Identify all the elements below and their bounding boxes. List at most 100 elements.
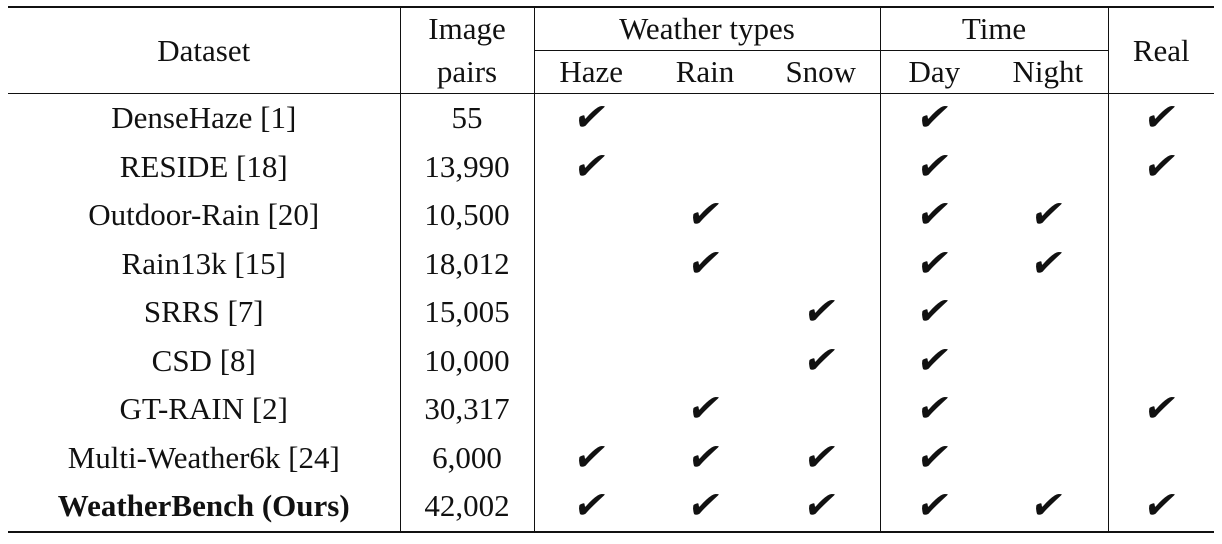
snow-cell [762, 142, 881, 191]
day-cell: ✔ [880, 94, 988, 143]
night-cell [988, 385, 1109, 434]
dataset-name-cell: GT-RAIN [2] [8, 385, 401, 434]
image-pairs-cell: 13,990 [400, 142, 535, 191]
dataset-name-cell: WeatherBench (Ours) [8, 482, 401, 532]
dataset-name-cell: CSD [8] [8, 336, 401, 385]
night-cell [988, 93, 1109, 143]
night-cell: ✔ [988, 239, 1109, 288]
table-row: GT-RAIN [2] 30,317 ✔ ✔ ✔ [8, 385, 1214, 434]
rain-cell: ✔ [648, 385, 762, 434]
table-body: DenseHaze [1] 55 ✔ ✔ ✔ RESIDE [18] 13,990 ✔ ✔ ✔ Ou… [8, 93, 1215, 532]
checkmark-icon: ✔ [1140, 483, 1182, 528]
header-haze: Haze [559, 54, 624, 89]
checkmark-icon: ✔ [570, 95, 612, 140]
checkmark-icon: ✔ [1140, 143, 1182, 188]
checkmark-icon: ✔ [570, 483, 612, 528]
checkmark-icon: ✔ [913, 192, 955, 237]
day-cell: ✔ [880, 240, 988, 289]
checkmark-icon: ✔ [800, 289, 842, 334]
real-cell: ✔ [1108, 143, 1214, 192]
haze-cell [534, 288, 648, 337]
table-row: CSD [8] 10,000 ✔ ✔ [8, 336, 1214, 386]
header-weather-types: Weather types [534, 7, 881, 51]
day-cell: ✔ [880, 434, 988, 483]
haze-cell: ✔ [534, 434, 648, 483]
day-cell: ✔ [880, 191, 988, 240]
real-cell [1108, 434, 1214, 483]
checkmark-icon: ✔ [913, 143, 955, 188]
header-rain: Rain [675, 54, 735, 89]
table-row: RESIDE [18] 13,990 ✔ ✔ ✔ [8, 142, 1214, 192]
checkmark-icon: ✔ [1027, 240, 1069, 285]
image-pairs-cell: 6,000 [400, 433, 535, 482]
dataset-name-cell: RESIDE [18] [8, 142, 401, 191]
snow-cell: ✔ [762, 288, 881, 337]
haze-cell: ✔ [534, 482, 648, 532]
rain-cell [648, 143, 762, 192]
checkmark-icon: ✔ [913, 95, 955, 140]
real-cell: ✔ [1108, 385, 1214, 434]
table-row: Rain13k [15] 18,012 ✔ ✔ ✔ [8, 239, 1214, 289]
table-row: SRRS [7] 15,005 ✔ ✔ [8, 288, 1214, 337]
night-cell [988, 336, 1109, 385]
checkmark-icon: ✔ [1140, 386, 1182, 431]
comparison-table-container: Dataset Image Weather types Time Real pa… [8, 6, 1215, 533]
day-cell: ✔ [880, 288, 988, 337]
real-cell [1108, 240, 1214, 289]
real-cell [1108, 288, 1214, 337]
checkmark-icon: ✔ [913, 337, 955, 382]
rain-cell: ✔ [648, 482, 762, 532]
real-cell [1108, 191, 1214, 240]
rain-cell [648, 288, 762, 337]
checkmark-icon: ✔ [684, 434, 726, 479]
checkmark-icon: ✔ [684, 192, 726, 237]
haze-cell: ✔ [534, 143, 648, 192]
real-cell: ✔ [1108, 94, 1214, 143]
rain-cell [648, 337, 762, 386]
image-pairs-cell: 15,005 [400, 288, 535, 337]
checkmark-icon: ✔ [570, 143, 612, 188]
rain-cell: ✔ [648, 434, 762, 483]
header-dataset: Dataset [8, 7, 401, 94]
snow-cell [762, 191, 881, 240]
snow-cell [762, 239, 881, 288]
image-pairs-cell: 10,000 [400, 336, 535, 385]
day-cell: ✔ [880, 385, 988, 434]
haze-cell [534, 240, 648, 289]
table-row: DenseHaze [1] 55 ✔ ✔ ✔ [8, 93, 1214, 143]
header-image-pairs-line1: Image [400, 7, 535, 51]
checkmark-icon: ✔ [1140, 95, 1182, 140]
haze-cell [534, 191, 648, 240]
checkmark-icon: ✔ [800, 434, 842, 479]
snow-cell: ✔ [762, 433, 881, 482]
haze-cell: ✔ [534, 94, 648, 143]
image-pairs-cell: 42,002 [400, 482, 535, 532]
table-header: Dataset Image Weather types Time Real pa… [8, 7, 1215, 94]
image-pairs-cell: 30,317 [400, 385, 535, 434]
header-snow: Snow [762, 50, 881, 94]
checkmark-icon: ✔ [913, 240, 955, 285]
real-cell: ✔ [1108, 482, 1214, 532]
checkmark-icon: ✔ [800, 337, 842, 382]
night-cell [988, 142, 1109, 191]
night-cell [988, 433, 1109, 482]
day-cell: ✔ [880, 482, 988, 532]
checkmark-icon: ✔ [913, 289, 955, 334]
haze-cell [534, 337, 648, 386]
snow-cell: ✔ [762, 482, 881, 532]
real-cell [1108, 337, 1214, 386]
table-row: WeatherBench (Ours) 42,002 ✔ ✔ ✔ ✔ ✔ ✔ [8, 482, 1215, 532]
header-image-pairs-line2: pairs [400, 50, 535, 94]
dataset-comparison-table: Dataset Image Weather types Time Real pa… [8, 6, 1215, 533]
checkmark-icon: ✔ [684, 483, 726, 528]
header-time: Time [880, 7, 1109, 51]
checkmark-icon: ✔ [684, 386, 726, 431]
header-real: Real [1108, 7, 1215, 94]
header-night: Night [988, 50, 1109, 94]
table-row: Multi-Weather6k [24] 6,000 ✔ ✔ ✔ ✔ [8, 433, 1214, 483]
checkmark-icon: ✔ [913, 483, 955, 528]
night-cell [988, 288, 1109, 337]
checkmark-icon: ✔ [1027, 483, 1069, 528]
image-pairs-cell: 10,500 [400, 191, 535, 240]
night-cell: ✔ [988, 482, 1109, 532]
